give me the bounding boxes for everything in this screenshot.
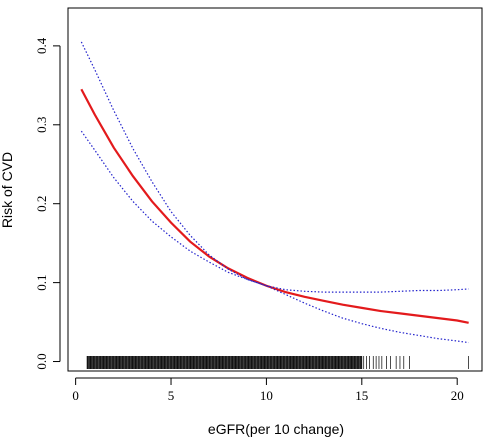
x-tick-label-0: 0 [72, 388, 79, 403]
x-axis: 0 5 10 15 20 [72, 377, 464, 403]
y-tick-label-2: 0.2 [34, 196, 49, 212]
x-tick-label-5: 5 [168, 388, 175, 403]
series-group [80, 41, 469, 344]
x-tick-label-10: 10 [260, 388, 273, 403]
x-axis-label: eGFR(per 10 change) [208, 421, 344, 437]
rug-group [86, 356, 469, 369]
plot-frame [67, 7, 483, 372]
y-axis-label: Risk of CVD [0, 152, 15, 228]
estimate-line [80, 88, 469, 324]
x-tick-label-20: 20 [451, 388, 464, 403]
ci-line-1 [80, 41, 469, 293]
x-tick-label-15: 15 [355, 388, 368, 403]
ci-line-2 [80, 130, 469, 344]
y-tick-label-4: 0.4 [34, 37, 49, 54]
y-axis: 0.0 0.1 0.2 0.3 0.4 [34, 37, 61, 370]
y-tick-label-0: 0.0 [34, 353, 49, 369]
y-tick-label-1: 0.1 [34, 274, 49, 290]
y-tick-label-3: 0.3 [34, 117, 49, 133]
